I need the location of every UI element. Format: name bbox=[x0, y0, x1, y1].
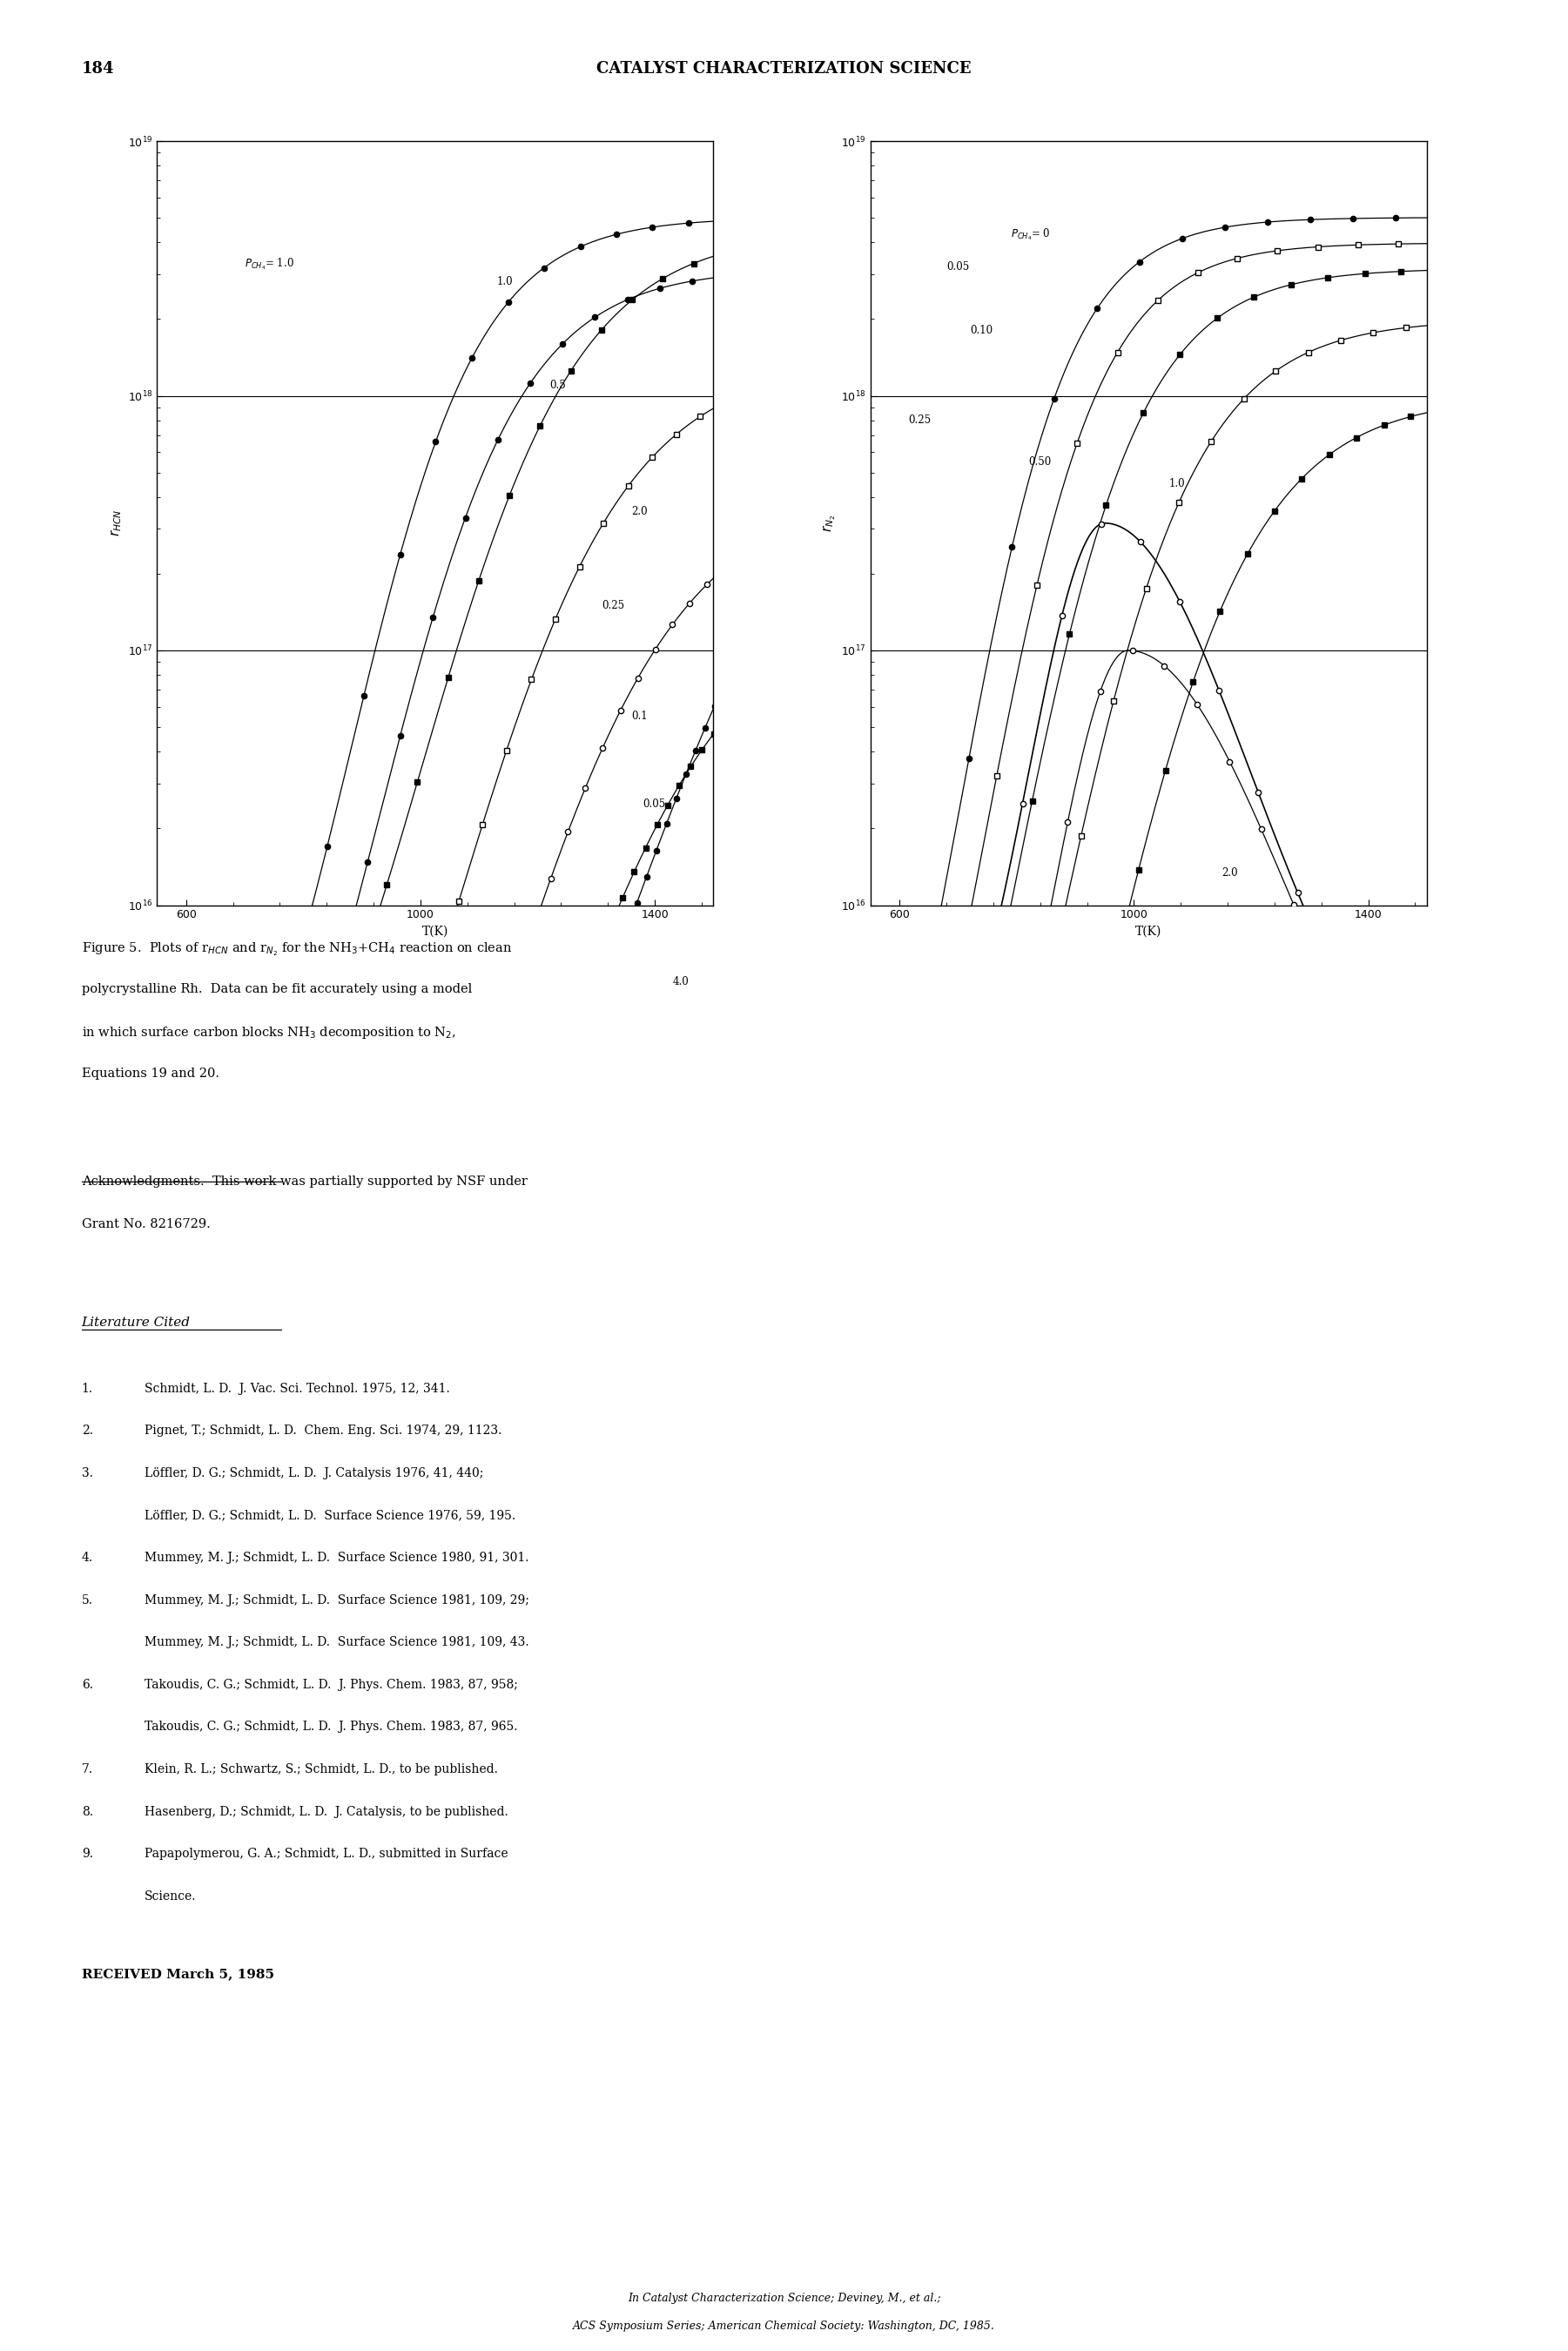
Text: 5.: 5. bbox=[82, 1594, 93, 1606]
Text: ACS Symposium Series; American Chemical Society: Washington, DC, 1985.: ACS Symposium Series; American Chemical … bbox=[572, 2320, 996, 2332]
Text: CATALYST CHARACTERIZATION SCIENCE: CATALYST CHARACTERIZATION SCIENCE bbox=[596, 61, 972, 78]
Text: polycrystalline Rh.  Data can be fit accurately using a model: polycrystalline Rh. Data can be fit accu… bbox=[82, 983, 472, 994]
Text: 7.: 7. bbox=[82, 1763, 93, 1775]
Text: Science.: Science. bbox=[144, 1890, 196, 1902]
Text: Pignet, T.; Schmidt, L. D.  Chem. Eng. Sci. 1974, 29, 1123.: Pignet, T.; Schmidt, L. D. Chem. Eng. Sc… bbox=[144, 1425, 502, 1436]
Text: Grant No. 8216729.: Grant No. 8216729. bbox=[82, 1218, 210, 1230]
Text: 1.0: 1.0 bbox=[1170, 477, 1185, 489]
Text: In Catalyst Characterization Science; Deviney, M., et al.;: In Catalyst Characterization Science; De… bbox=[627, 2292, 941, 2304]
Text: 4.0: 4.0 bbox=[673, 976, 688, 987]
Text: 0.10: 0.10 bbox=[971, 324, 993, 336]
Text: RECEIVED March 5, 1985: RECEIVED March 5, 1985 bbox=[82, 1968, 274, 1980]
Text: Löffler, D. G.; Schmidt, L. D.  J. Catalysis 1976, 41, 440;: Löffler, D. G.; Schmidt, L. D. J. Cataly… bbox=[144, 1467, 483, 1479]
Text: $P_{CH_4}$= 1.0: $P_{CH_4}$= 1.0 bbox=[245, 256, 295, 273]
Text: Mummey, M. J.; Schmidt, L. D.  Surface Science 1981, 109, 43.: Mummey, M. J.; Schmidt, L. D. Surface Sc… bbox=[144, 1636, 528, 1648]
Text: 3.: 3. bbox=[82, 1467, 93, 1479]
Text: 0.05: 0.05 bbox=[947, 261, 969, 273]
Text: Mummey, M. J.; Schmidt, L. D.  Surface Science 1980, 91, 301.: Mummey, M. J.; Schmidt, L. D. Surface Sc… bbox=[144, 1552, 528, 1563]
Text: Mummey, M. J.; Schmidt, L. D.  Surface Science 1981, 109, 29;: Mummey, M. J.; Schmidt, L. D. Surface Sc… bbox=[144, 1594, 528, 1606]
Text: 4.: 4. bbox=[82, 1552, 93, 1563]
Text: Figure 5.  Plots of r$_{HCN}$ and r$_{N_2}$ for the NH$_3$+CH$_4$ reaction on cl: Figure 5. Plots of r$_{HCN}$ and r$_{N_2… bbox=[82, 940, 511, 957]
Text: Klein, R. L.; Schwartz, S.; Schmidt, L. D., to be published.: Klein, R. L.; Schwartz, S.; Schmidt, L. … bbox=[144, 1763, 497, 1775]
Text: 2.0: 2.0 bbox=[1221, 868, 1239, 879]
Text: $P_{CH_4}$= 0: $P_{CH_4}$= 0 bbox=[1011, 226, 1051, 242]
Text: Acknowledgments.  This work was partially supported by NSF under: Acknowledgments. This work was partially… bbox=[82, 1176, 527, 1187]
Text: 0.25: 0.25 bbox=[908, 414, 931, 426]
Text: 2.: 2. bbox=[82, 1425, 93, 1436]
Text: Löffler, D. G.; Schmidt, L. D.  Surface Science 1976, 59, 195.: Löffler, D. G.; Schmidt, L. D. Surface S… bbox=[144, 1509, 516, 1521]
Text: Papapolymerou, G. A.; Schmidt, L. D., submitted in Surface: Papapolymerou, G. A.; Schmidt, L. D., su… bbox=[144, 1848, 508, 1860]
Text: 0.5: 0.5 bbox=[549, 379, 566, 390]
Text: 9.: 9. bbox=[82, 1848, 93, 1860]
Text: 8.: 8. bbox=[82, 1806, 93, 1817]
Text: 1.: 1. bbox=[82, 1382, 93, 1394]
Text: Hasenberg, D.; Schmidt, L. D.  J. Catalysis, to be published.: Hasenberg, D.; Schmidt, L. D. J. Catalys… bbox=[144, 1806, 508, 1817]
Text: 6.: 6. bbox=[82, 1679, 93, 1690]
Text: in which surface carbon blocks NH$_3$ decomposition to N$_2$,: in which surface carbon blocks NH$_3$ de… bbox=[82, 1025, 456, 1041]
Text: Schmidt, L. D.  J. Vac. Sci. Technol. 1975, 12, 341.: Schmidt, L. D. J. Vac. Sci. Technol. 197… bbox=[144, 1382, 450, 1394]
Text: 0.1: 0.1 bbox=[632, 710, 648, 722]
Text: Takoudis, C. G.; Schmidt, L. D.  J. Phys. Chem. 1983, 87, 965.: Takoudis, C. G.; Schmidt, L. D. J. Phys.… bbox=[144, 1721, 517, 1733]
Text: 0.50: 0.50 bbox=[1029, 456, 1051, 468]
Y-axis label: $r_{HCN}$: $r_{HCN}$ bbox=[110, 510, 124, 536]
Text: 184: 184 bbox=[82, 61, 114, 78]
Text: 0.25: 0.25 bbox=[602, 600, 626, 611]
X-axis label: T(K): T(K) bbox=[422, 926, 448, 938]
Text: 0.05: 0.05 bbox=[643, 797, 666, 809]
Text: Takoudis, C. G.; Schmidt, L. D.  J. Phys. Chem. 1983, 87, 958;: Takoudis, C. G.; Schmidt, L. D. J. Phys.… bbox=[144, 1679, 517, 1690]
Text: 1.0: 1.0 bbox=[497, 275, 513, 287]
Text: Equations 19 and 20.: Equations 19 and 20. bbox=[82, 1067, 220, 1079]
Text: Literature Cited: Literature Cited bbox=[82, 1317, 190, 1328]
X-axis label: T(K): T(K) bbox=[1135, 926, 1162, 938]
Y-axis label: $r_{N_2}$: $r_{N_2}$ bbox=[822, 515, 837, 531]
Text: 2.0: 2.0 bbox=[632, 505, 648, 517]
